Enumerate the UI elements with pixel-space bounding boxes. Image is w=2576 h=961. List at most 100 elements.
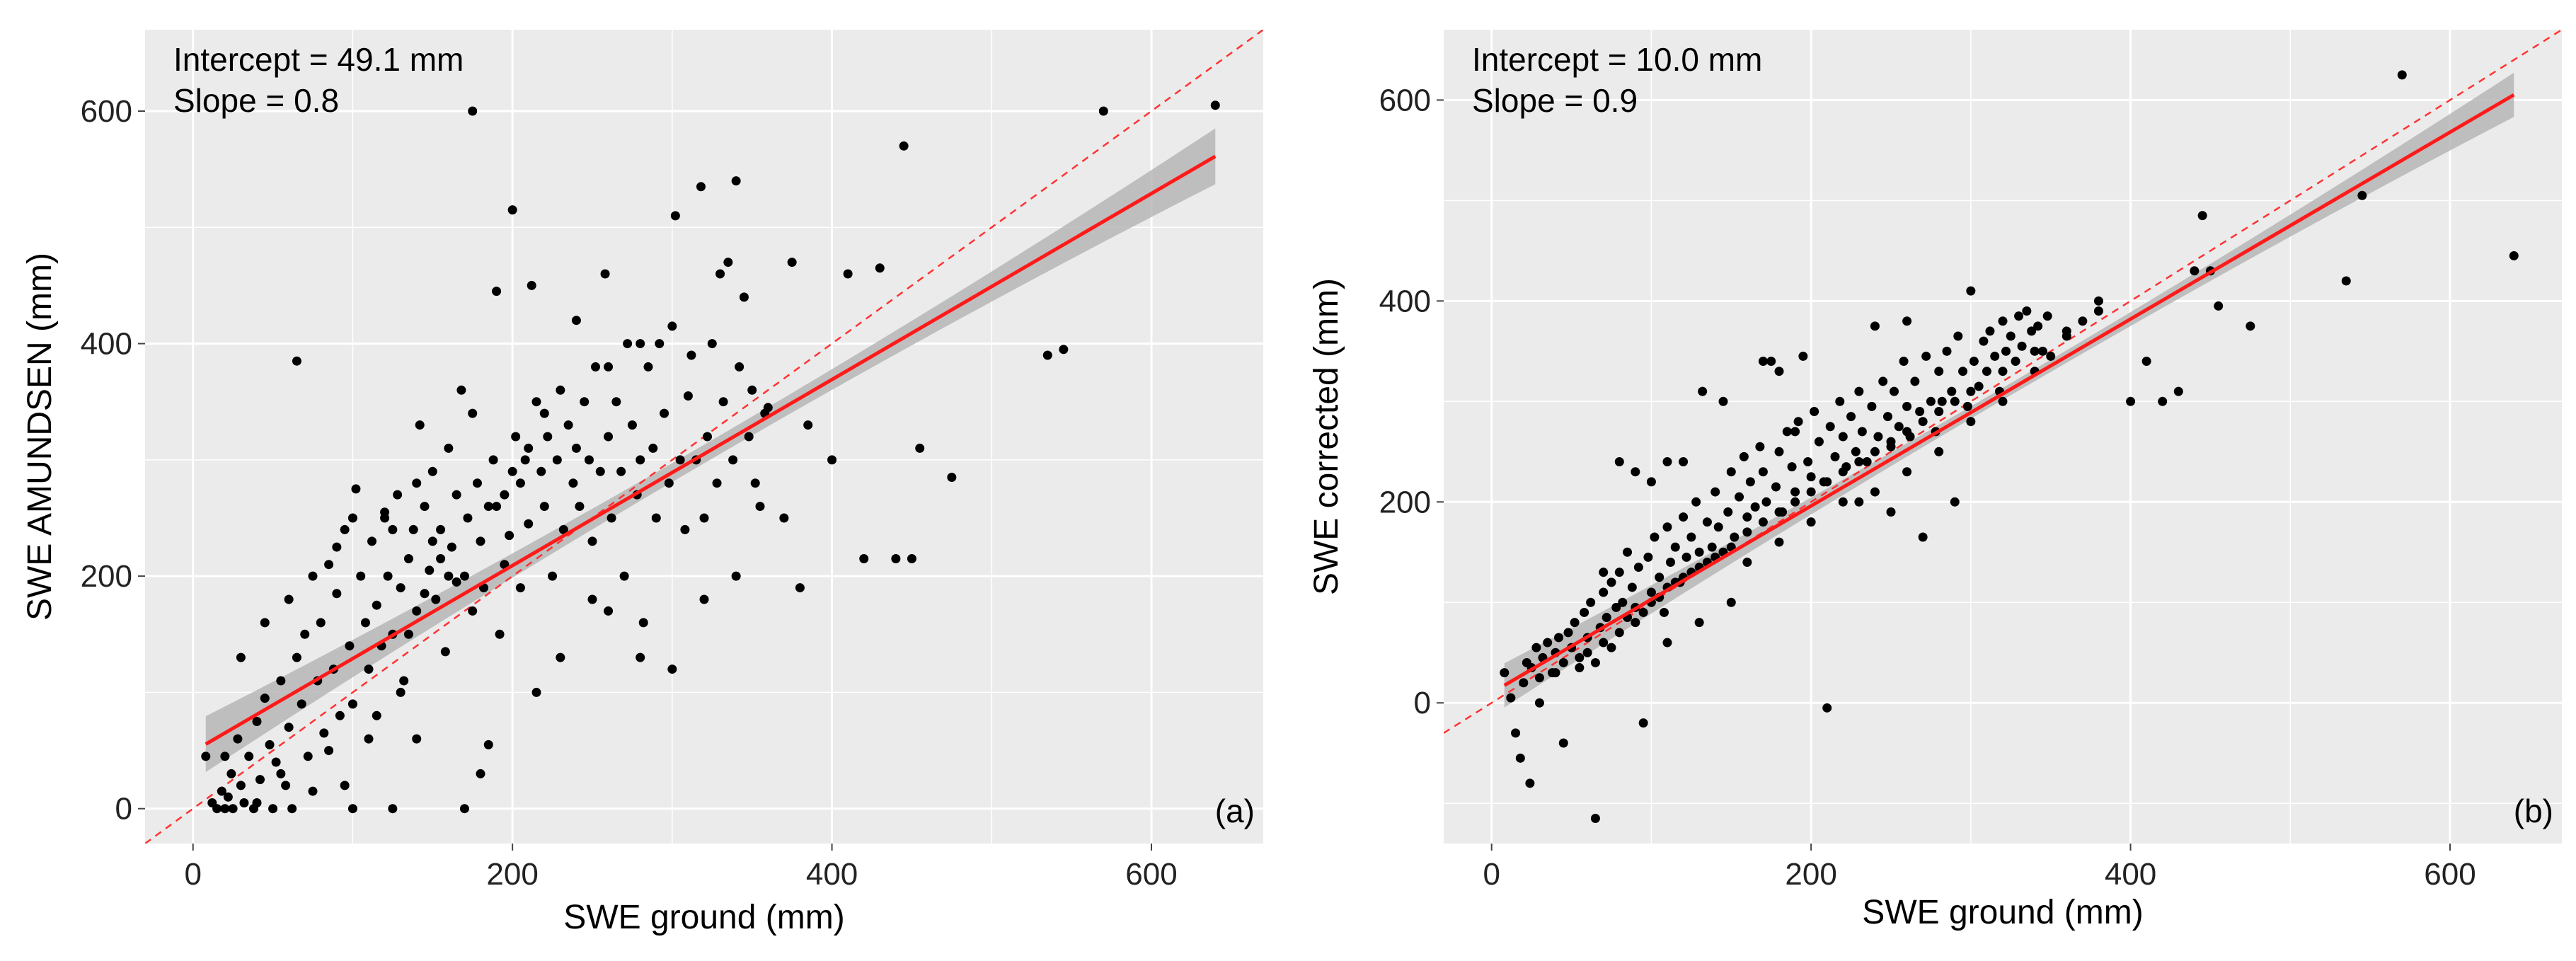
chart-a-data-point [505,531,514,541]
chart-b-data-point [1761,497,1771,507]
chart-b-data-point [2022,306,2032,316]
chart-a-plot-area [145,30,1263,844]
chart-a-data-point [655,339,665,349]
chart-a-data-point [683,391,693,401]
chart-b-data-point [1886,437,1896,447]
chart-b-data-point [2197,211,2207,221]
chart-b-data-point [1631,467,1640,477]
chart-a-data-point [281,781,291,790]
chart-b-data-point [1694,547,1704,557]
chart-a-data-point [707,339,717,349]
chart-b-data-point [1590,657,1600,667]
chart-b-data-point [2357,190,2367,200]
chart-b-data-point [1623,547,1633,557]
chart-b-data-point [1862,456,1872,466]
chart-b-data-point [1934,367,1944,376]
chart-b-data-point [1707,542,1717,552]
chart-a-data-point [472,478,482,488]
chart-a-data-point [201,752,211,761]
chart-a-data-point [763,403,773,413]
chart-a-data-point [276,676,286,686]
chart-a-data-point [500,560,510,570]
chart-b-data-point [1627,582,1637,592]
chart-b-data-point [1525,778,1535,788]
chart-b-data-point [1758,517,1768,527]
chart-b-data-point [1918,417,1928,427]
chart-a-data-point [351,484,361,494]
chart-a-x-tick-label: 200 [486,857,538,892]
chart-a-data-point [1059,345,1069,355]
chart-b-data-point [1886,507,1896,517]
chart-a-data-point [531,687,541,697]
chart-a-data-point [459,804,469,814]
chart-b-data-point [1870,321,1880,331]
chart-a-data-point [616,466,626,476]
chart-b-data-point [1745,477,1755,487]
chart-b-data-point [1739,451,1749,461]
chart-a-y-tick-label: 200 [81,559,132,594]
chart-b-x-tick-label: 0 [1483,857,1500,892]
chart-a-data-point [524,519,534,529]
chart-a-data-point [220,752,230,761]
chart-a-data-point [425,565,435,575]
chart-b-data-point [2017,341,2027,351]
chart-b-data-point [1798,351,1808,361]
chart-a-y-tick-label: 400 [81,327,132,362]
chart-b-data-point [2141,357,2151,367]
chart-b-data-point [1902,427,1912,437]
chart-a-data-point [483,502,493,512]
chart-a-data-point [600,269,610,279]
chart-b-data-point [1646,477,1656,487]
chart-a-data-point [388,804,398,814]
chart-a-data-point [347,513,357,523]
chart-a-data-point [308,786,318,796]
chart-b-data-point [1662,638,1672,648]
chart-b-data-point [2190,266,2200,276]
chart-a-data-point [718,397,728,407]
chart-a-data-point [332,542,342,552]
chart-a-data-point [468,606,478,616]
chart-a-data-point [412,734,422,744]
chart-a-data-point [623,339,633,349]
chart-a-data-point [316,618,326,628]
chart-a-data-point [396,687,406,697]
chart-b-data-point [2078,316,2088,326]
chart-a-data-point [619,571,629,581]
chart-b-data-point [2093,306,2103,316]
chart-b-data-point [1670,542,1680,552]
chart-a-data-point [356,571,366,581]
chart-a-data-point [712,478,722,488]
chart-b-data-point [1867,401,1877,411]
chart-a-fit-line [205,154,1217,746]
chart-a-data-point [335,710,345,720]
chart-a-data-point [520,455,530,465]
chart-b-data-point [1857,427,1867,437]
chart-b-data-point [1638,718,1648,728]
chart-a-data-point [648,443,658,453]
chart-b-data-point [1878,376,1888,386]
chart-b-data-point [1558,657,1568,667]
chart-b-data-point [1646,587,1656,597]
chart-b-data-point [1679,512,1689,522]
chart-a-data-point [372,600,381,610]
chart-b-x-tick-label: 400 [2105,857,2156,892]
chart-a-data-point [403,629,413,639]
chart-a-x-tick-label: 400 [806,857,858,892]
chart-b-data-point [1774,507,1784,517]
chart-b-data-point [1910,376,1920,386]
chart-b-data-point [1666,557,1676,567]
chart-b-data-point [1563,628,1573,638]
chart-b-data-point [2509,251,2519,260]
chart-a-data-point [875,263,885,273]
chart-a-data-point [843,269,853,279]
chart-a-data-point [447,542,456,552]
chart-a-data-point [899,141,909,151]
chart-a-data-point [699,594,709,604]
chart-b-data-point [1950,497,1960,507]
chart-a-data-point [260,618,270,628]
chart-a-data-point [527,280,536,290]
chart-b-data-point [1758,357,1768,367]
chart-a-data-point [420,589,430,599]
chart-a-data-point [212,804,222,814]
chart-b-y-tick-label: 0 [1414,686,1431,720]
